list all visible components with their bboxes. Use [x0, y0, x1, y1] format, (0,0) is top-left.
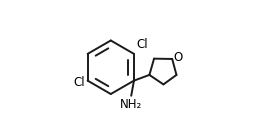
Text: Cl: Cl	[136, 38, 148, 51]
Text: NH₂: NH₂	[120, 98, 142, 111]
Text: O: O	[174, 51, 183, 64]
Text: Cl: Cl	[73, 75, 85, 88]
